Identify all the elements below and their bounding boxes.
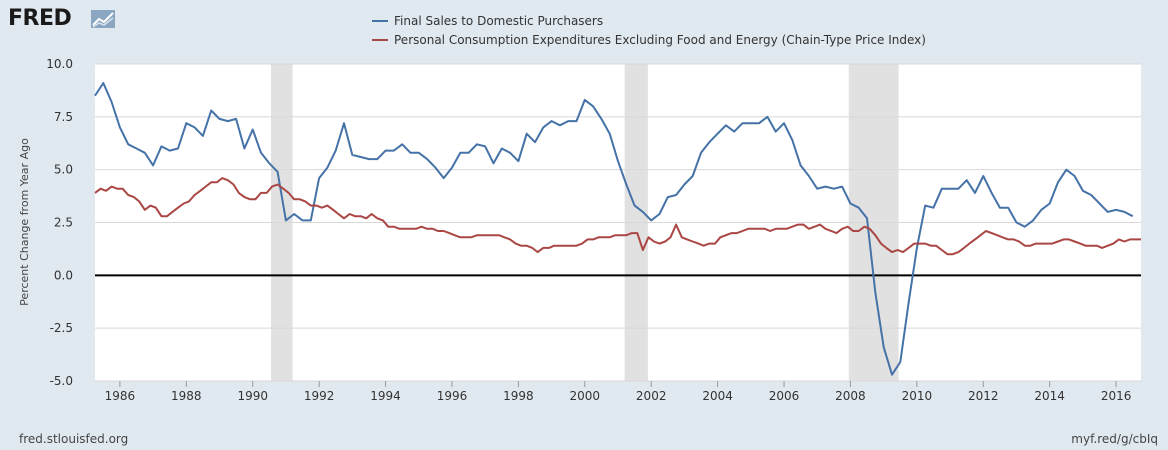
chart-line-icon <box>91 10 115 28</box>
x-tick-label: 2014 <box>1034 389 1065 403</box>
legend-label-pce-core: Personal Consumption Expenditures Exclud… <box>394 32 926 47</box>
y-axis-title: Percent Change from Year Ago <box>18 138 31 306</box>
legend-swatch-pce-core <box>372 38 388 41</box>
legend-label-final-sales: Final Sales to Domestic Purchasers <box>394 13 604 28</box>
gridlines <box>95 63 1141 382</box>
x-tick-label: 2002 <box>636 389 667 403</box>
x-tick-label: 1990 <box>237 389 268 403</box>
y-tick-label: -5.0 <box>50 374 73 388</box>
y-tick-label: 0.0 <box>54 268 73 282</box>
source-link[interactable]: fred.stlouisfed.org <box>19 432 129 446</box>
x-tick-label: 1998 <box>503 389 534 403</box>
x-tick-label: 2000 <box>570 389 601 403</box>
series-line-1[interactable] <box>94 177 1141 256</box>
x-tick-label: 2012 <box>968 389 999 403</box>
legend-entry-pce-core[interactable]: Personal Consumption Expenditures Exclud… <box>372 30 926 49</box>
x-tick-label: 2004 <box>702 389 733 403</box>
y-tick-label: 10.0 <box>46 57 73 71</box>
legend-swatch-final-sales <box>372 19 388 22</box>
y-tick-label: -2.5 <box>50 321 73 335</box>
fred-logo[interactable]: FRED <box>8 6 72 31</box>
x-tick-label: 1992 <box>304 389 335 403</box>
x-tick-label: 2006 <box>769 389 800 403</box>
series-line-0[interactable] <box>94 82 1134 376</box>
x-tick-label: 2016 <box>1101 389 1132 403</box>
x-axis-ticks: 1986 1988 1990 1992 1994 1996 1998 2000 2002 2004… <box>105 381 1132 403</box>
chart-legend: Final Sales to Domestic Purchasers Perso… <box>372 11 926 49</box>
x-tick-label: 2010 <box>902 389 933 403</box>
x-tick-label: 1996 <box>437 389 468 403</box>
y-tick-label: 5.0 <box>54 163 73 177</box>
x-tick-label: 1994 <box>370 389 401 403</box>
short-url-link[interactable]: myf.red/g/cbIq <box>1071 432 1158 446</box>
x-tick-label: 1986 <box>105 389 136 403</box>
y-tick-label: 2.5 <box>54 216 73 230</box>
series-lines <box>94 82 1141 376</box>
y-tick-label: 7.5 <box>54 110 73 124</box>
legend-entry-final-sales[interactable]: Final Sales to Domestic Purchasers <box>372 11 926 30</box>
x-tick-label: 1988 <box>171 389 202 403</box>
y-axis-ticks: 10.0 7.5 5.0 2.5 0.0 -2.5 -5.0 <box>46 57 73 388</box>
x-tick-label: 2008 <box>835 389 866 403</box>
